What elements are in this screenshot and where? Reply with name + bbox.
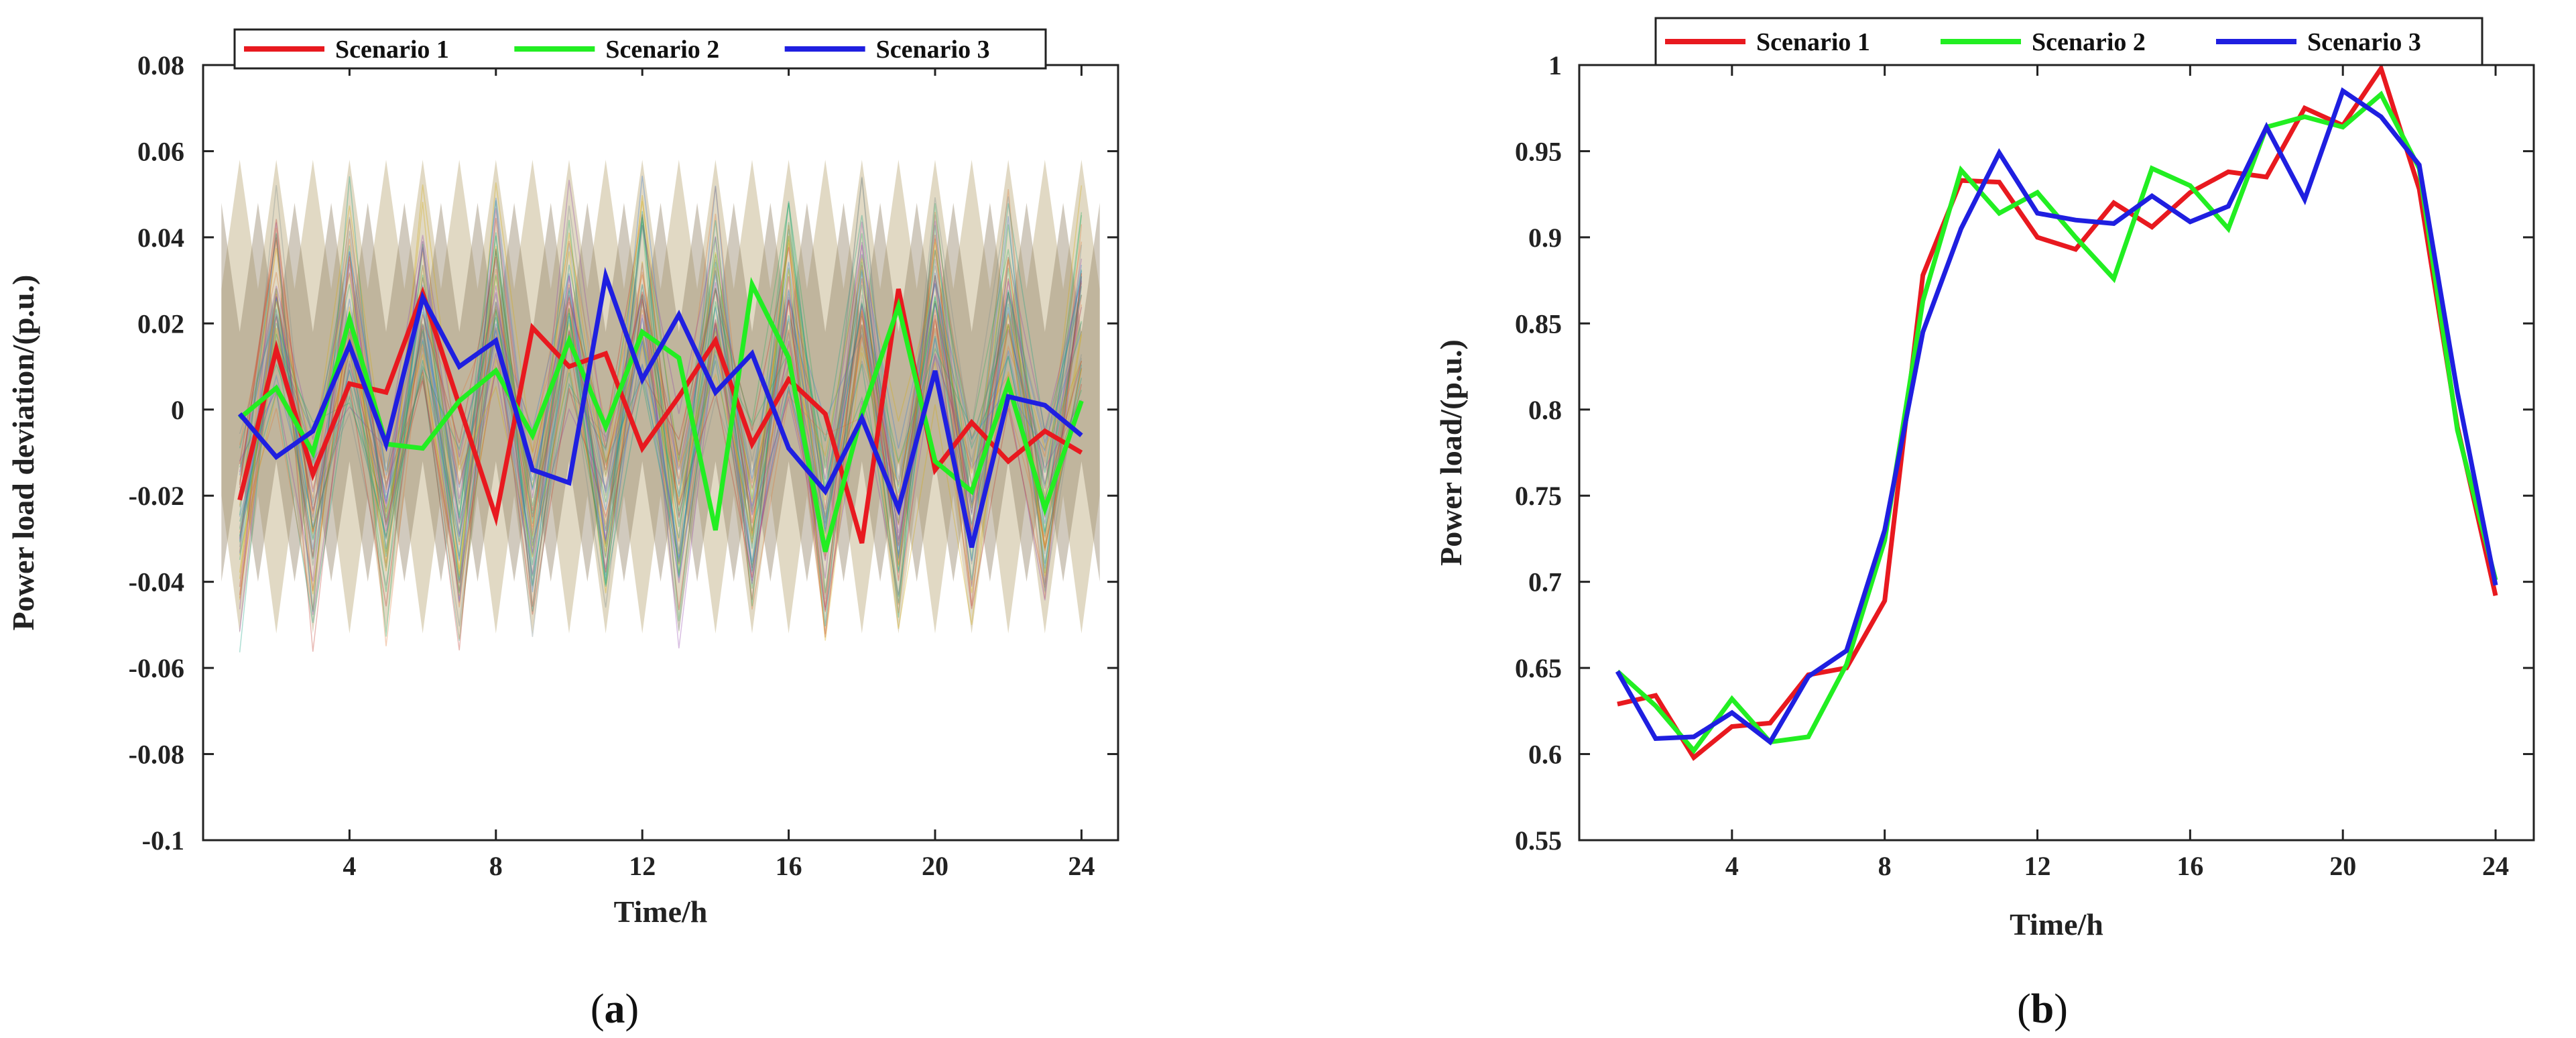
- scenario-sample-line: [239, 203, 1083, 637]
- scenario-sample-line: [239, 176, 1083, 591]
- x-axis-label: Time/h: [2010, 907, 2103, 941]
- x-tick-label: 16: [776, 851, 802, 881]
- y-tick-label: -0.06: [129, 653, 184, 683]
- legend-label-scenario-2: Scenario 2: [605, 36, 719, 64]
- y-tick-label: 0.04: [137, 223, 184, 253]
- series-line-scenario-1: [237, 286, 1083, 544]
- y-tick-label: 0.02: [137, 308, 184, 339]
- scenario-sample-line: [239, 184, 1083, 573]
- series-line-scenario-1: [1617, 65, 2498, 761]
- scenario-sample-line: [239, 253, 1083, 582]
- x-tick-label: 4: [343, 851, 356, 881]
- chart-a: -0.1 -0.08 -0.06 -0.04 -0.02 0 0.02 0.04 0.06 0.0…: [6, 28, 1119, 929]
- scenario-sample-line: [239, 219, 1083, 608]
- y-tick-label: -0.02: [129, 481, 184, 511]
- legend-box: [233, 28, 1047, 70]
- x-tick-label: 20: [922, 851, 948, 881]
- x-tick-label: 16: [2176, 851, 2203, 881]
- scenario-sample-line: [239, 178, 1083, 631]
- scenario-sample-line: [239, 200, 1083, 600]
- scenario-sample-line: [239, 241, 1083, 611]
- scenario-sample-line: [239, 225, 1083, 640]
- y-axis-label: Power load/(p.u.): [1434, 339, 1468, 566]
- scenario-sample-line: [239, 234, 1083, 615]
- y-tick-label: 0.55: [1515, 825, 1562, 856]
- legend-label-scenario-1: Scenario 1: [1756, 28, 1870, 56]
- legend: Scenario 1 Scenario 2 Scenario 3: [233, 28, 1047, 70]
- plot-frame: [1578, 64, 2535, 842]
- x-axis-label: Time/h: [614, 895, 708, 929]
- legend-label-scenario-3: Scenario 3: [876, 36, 990, 64]
- caption-a: (a): [591, 986, 639, 1032]
- scenario-band-inner: [221, 203, 1100, 582]
- y-tick-label: 0.95: [1515, 136, 1562, 166]
- y-tick-label: 0.9: [1528, 223, 1562, 253]
- scenario-sample-line: [239, 221, 1083, 577]
- caption-a-letter: a: [605, 986, 625, 1032]
- scenario-sample-line: [239, 203, 1083, 573]
- y-tick-label: -0.04: [129, 567, 184, 597]
- y-tick-label: 0.6: [1528, 740, 1562, 770]
- x-tick-label: 8: [1878, 851, 1892, 881]
- y-tick-label: 0.65: [1515, 653, 1562, 683]
- chart-b: 0.55 0.6 0.65 0.7 0.75 0.8 0.85 0.9 0.95 1 4 8 12 16 2…: [1434, 17, 2535, 941]
- series-line-scenario-3: [1615, 87, 2498, 746]
- scenario-sample-line: [239, 188, 1083, 646]
- caption-b: (b): [2017, 986, 2068, 1032]
- scenario-sample-line: [239, 216, 1083, 585]
- scenario-sample-line: [239, 196, 1083, 637]
- y-tick-label: 0.85: [1515, 308, 1562, 339]
- x-tick-label: 24: [1068, 851, 1095, 881]
- scenario-sample-line: [239, 180, 1083, 632]
- y-tick-label: 0.06: [137, 136, 184, 166]
- legend-label-scenario-3: Scenario 3: [2307, 28, 2421, 56]
- scenario-sample-line: [239, 185, 1083, 573]
- x-tick-label: 24: [2482, 851, 2509, 881]
- legend-label-scenario-2: Scenario 2: [2032, 28, 2146, 56]
- y-tick-label: 0.75: [1515, 481, 1562, 511]
- scenario-sample-line: [239, 176, 1083, 612]
- scenario-sample-line: [239, 214, 1083, 652]
- legend-box: [1654, 17, 2483, 66]
- scenario-sample-line: [239, 248, 1083, 650]
- y-tick-label: -0.1: [142, 825, 184, 856]
- y-tick-label: 0.8: [1528, 395, 1562, 425]
- scenario-sample-line: [239, 259, 1083, 588]
- scenario-sample-line: [239, 239, 1083, 629]
- scenario-sample-line: [239, 221, 1083, 648]
- y-tick-label: 0: [171, 395, 184, 425]
- scenario-sample-line: [239, 203, 1083, 597]
- scenario-sample-line: [239, 200, 1083, 652]
- x-tick-label: 20: [2329, 851, 2356, 881]
- scenario-band-outer: [221, 160, 1100, 634]
- scenario-sample-line: [239, 208, 1083, 603]
- scenario-sample-line: [239, 200, 1083, 627]
- scenario-sample-line: [239, 234, 1083, 610]
- caption-b-letter: b: [2031, 986, 2054, 1032]
- series-line-scenario-2: [1615, 91, 2498, 755]
- scenario-sample-line: [239, 246, 1083, 587]
- y-tick-label: -0.08: [129, 740, 184, 770]
- scenario-sample-line: [239, 215, 1083, 641]
- x-tick-label: 8: [489, 851, 503, 881]
- x-tick-label: 4: [1725, 851, 1739, 881]
- scenario-sample-line: [239, 176, 1083, 601]
- series-group: [237, 267, 1084, 553]
- scenario-sample-line: [239, 211, 1083, 634]
- scenario-cloud: [221, 160, 1100, 652]
- x-tick-label: 12: [629, 851, 656, 881]
- y-tick-label: 0.7: [1528, 567, 1562, 597]
- series-line-scenario-3: [237, 267, 1083, 549]
- scenario-sample-line: [239, 186, 1083, 608]
- scenario-sample-line: [239, 185, 1083, 585]
- y-tick-label: 0.08: [137, 50, 184, 80]
- legend-label-scenario-1: Scenario 1: [335, 36, 449, 64]
- y-axis-label: Power load deviation/(p.u.): [6, 275, 40, 631]
- series-group: [1615, 65, 2498, 761]
- y-tick-label: 1: [1548, 50, 1562, 80]
- x-tick-label: 12: [2024, 851, 2051, 881]
- legend: Scenario 1 Scenario 2 Scenario 3: [1654, 17, 2483, 66]
